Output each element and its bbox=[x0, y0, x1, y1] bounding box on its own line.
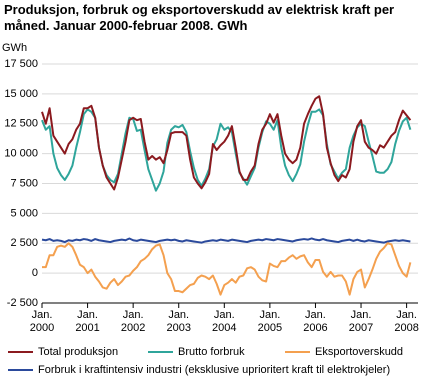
x-tick-label: Jan. 2006 bbox=[303, 309, 328, 334]
y-tick-label: 5 000 bbox=[10, 207, 38, 219]
x-tick-label: Jan. 2002 bbox=[120, 309, 146, 334]
x-tick-label: Jan. 2007 bbox=[348, 309, 374, 334]
series-line bbox=[41, 95, 412, 191]
x-tick-label: Jan. 2001 bbox=[75, 309, 100, 334]
x-tick-label: Jan. 2003 bbox=[166, 309, 191, 334]
y-tick-label: 17 500 bbox=[4, 58, 38, 70]
chart-title: Produksjon, forbruk og eksportoverskudd … bbox=[4, 2, 395, 33]
x-tick-label: Jan. 2000 bbox=[29, 309, 55, 334]
y-tick-label: -2 500 bbox=[7, 297, 38, 309]
x-tick-label: Jan. 2004 bbox=[212, 309, 237, 334]
series-line bbox=[41, 108, 412, 192]
x-tick-label: Jan. 2005 bbox=[257, 309, 283, 334]
y-axis-label: GWh bbox=[2, 42, 27, 54]
y-tick-label: 2 500 bbox=[10, 237, 38, 249]
legend-label: Brutto forbruk bbox=[178, 346, 245, 358]
legend-label: Total produksjon bbox=[38, 346, 118, 358]
series-line bbox=[41, 237, 411, 244]
y-tick-label: 15 000 bbox=[4, 88, 38, 100]
series-line bbox=[42, 242, 412, 296]
y-tick-label: 0 bbox=[32, 267, 38, 279]
legend-label: Eksportoverskudd bbox=[315, 346, 403, 358]
y-tick-label: 12 500 bbox=[4, 118, 38, 130]
y-tick-label: 10 000 bbox=[4, 148, 38, 160]
legend-label: Forbruk i kraftintensiv industri (eksklu… bbox=[38, 364, 390, 376]
y-tick-label: 7 500 bbox=[10, 177, 38, 189]
x-tick-label: Jan. 2008 bbox=[394, 309, 419, 334]
